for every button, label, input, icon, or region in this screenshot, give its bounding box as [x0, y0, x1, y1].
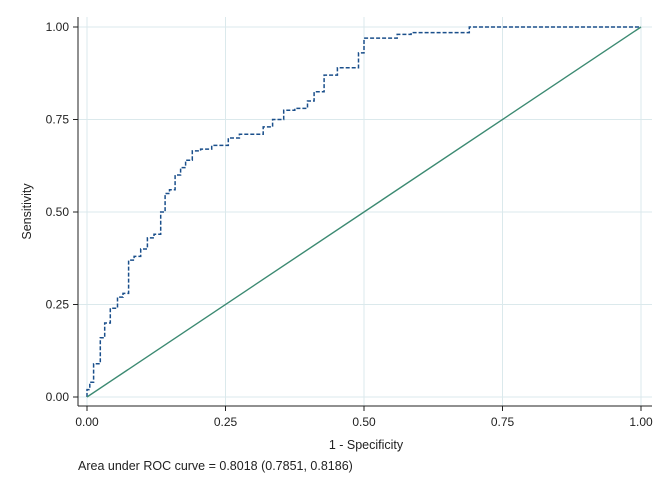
y-axis-title: Sensitivity — [20, 183, 34, 240]
y-tick-label-1: 0.25 — [46, 298, 70, 312]
reference-diagonal-line — [86, 26, 642, 398]
x-tick-label-3: 0.75 — [491, 415, 515, 429]
grid — [78, 17, 652, 406]
x-axis-title: 1 - Specificity — [329, 438, 404, 452]
x-tick-label-1: 0.25 — [214, 415, 238, 429]
x-tick-label-0: 0.00 — [75, 415, 99, 429]
y-tick-label-0: 0.00 — [46, 390, 70, 404]
series-layer — [86, 26, 642, 398]
roc-curve-line — [86, 26, 641, 397]
y-tick-label-3: 0.75 — [46, 113, 70, 127]
y-tick-label-2: 0.50 — [46, 205, 70, 219]
x-tick-label-4: 1.00 — [629, 415, 653, 429]
ticks: 0.00 0.25 0.50 0.75 1.00 0.00 0.25 0.50 0.75 1.00 — [46, 20, 653, 429]
x-tick-label-2: 0.50 — [352, 415, 376, 429]
auc-note: Area under ROC curve = 0.8018 (0.7851, 0… — [78, 459, 353, 473]
y-tick-label-4: 1.00 — [46, 20, 70, 34]
